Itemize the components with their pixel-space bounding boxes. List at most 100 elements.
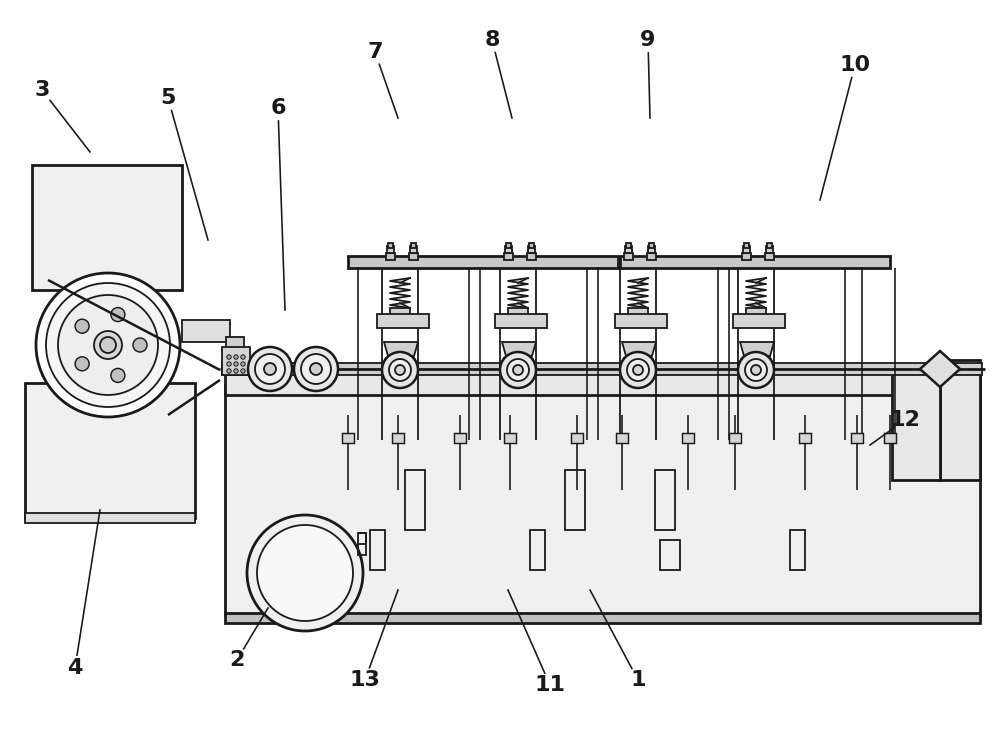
Bar: [388, 243, 393, 248]
Circle shape: [751, 365, 761, 375]
Bar: [377, 314, 429, 328]
Bar: [765, 253, 774, 260]
Circle shape: [513, 365, 523, 375]
Bar: [733, 314, 785, 328]
Bar: [506, 243, 511, 248]
Bar: [649, 243, 654, 248]
Bar: [495, 314, 547, 328]
Circle shape: [241, 362, 245, 366]
Circle shape: [227, 362, 231, 366]
Polygon shape: [920, 351, 960, 387]
Text: 13: 13: [350, 670, 380, 690]
Circle shape: [227, 355, 231, 359]
Ellipse shape: [383, 357, 393, 381]
Bar: [411, 243, 416, 248]
Bar: [628, 308, 648, 316]
Bar: [454, 433, 466, 443]
Circle shape: [234, 369, 238, 373]
Polygon shape: [502, 342, 536, 356]
Text: 4: 4: [67, 658, 83, 678]
Bar: [527, 253, 536, 260]
Ellipse shape: [407, 357, 417, 381]
Circle shape: [111, 308, 125, 321]
Bar: [225, 385, 980, 615]
Circle shape: [75, 319, 89, 333]
Circle shape: [257, 525, 353, 621]
Bar: [620, 256, 890, 268]
Circle shape: [264, 363, 276, 375]
Circle shape: [100, 337, 116, 353]
Bar: [225, 613, 980, 623]
Circle shape: [94, 331, 122, 359]
Circle shape: [36, 273, 180, 417]
Bar: [32, 165, 182, 290]
Bar: [226, 337, 244, 355]
Circle shape: [241, 369, 245, 373]
Bar: [505, 246, 512, 253]
Circle shape: [310, 363, 322, 375]
Ellipse shape: [645, 357, 655, 381]
Ellipse shape: [525, 357, 535, 381]
Bar: [799, 433, 811, 443]
Bar: [940, 360, 980, 480]
Circle shape: [395, 365, 405, 375]
Circle shape: [389, 359, 411, 381]
Circle shape: [294, 347, 338, 391]
Bar: [743, 246, 750, 253]
Circle shape: [247, 515, 363, 631]
Bar: [348, 256, 618, 268]
Bar: [746, 308, 766, 316]
Bar: [892, 365, 940, 480]
Polygon shape: [384, 342, 418, 356]
Text: 7: 7: [367, 42, 383, 62]
Circle shape: [627, 359, 649, 381]
Bar: [387, 246, 394, 253]
Bar: [744, 243, 749, 248]
Bar: [626, 243, 631, 248]
Ellipse shape: [500, 362, 536, 376]
Circle shape: [75, 356, 89, 371]
Text: 12: 12: [890, 410, 920, 430]
Ellipse shape: [620, 362, 656, 376]
Bar: [767, 243, 772, 248]
Bar: [504, 433, 516, 443]
Circle shape: [301, 354, 331, 384]
Ellipse shape: [763, 357, 773, 381]
Polygon shape: [740, 342, 774, 356]
Bar: [358, 533, 366, 555]
Ellipse shape: [738, 362, 774, 376]
Bar: [392, 433, 404, 443]
Circle shape: [133, 338, 147, 352]
Bar: [851, 433, 863, 443]
Circle shape: [111, 368, 125, 383]
Bar: [25, 513, 195, 523]
Ellipse shape: [382, 362, 418, 376]
Text: 8: 8: [484, 30, 500, 50]
Circle shape: [248, 347, 292, 391]
Text: 3: 3: [34, 80, 50, 100]
Bar: [647, 253, 656, 260]
Circle shape: [620, 352, 656, 388]
Bar: [884, 433, 896, 443]
Text: 2: 2: [229, 650, 245, 670]
Circle shape: [234, 362, 238, 366]
Bar: [504, 253, 513, 260]
Circle shape: [241, 355, 245, 359]
Bar: [648, 246, 655, 253]
Bar: [660, 540, 680, 570]
Bar: [222, 347, 250, 375]
Bar: [742, 253, 751, 260]
Circle shape: [507, 359, 529, 381]
Bar: [625, 246, 632, 253]
Circle shape: [58, 295, 158, 395]
Bar: [370, 530, 385, 570]
Bar: [222, 363, 982, 375]
Bar: [410, 246, 417, 253]
Bar: [528, 246, 535, 253]
Circle shape: [745, 359, 767, 381]
Bar: [25, 383, 195, 518]
Ellipse shape: [621, 357, 631, 381]
Bar: [616, 433, 628, 443]
Text: 9: 9: [640, 30, 656, 50]
Ellipse shape: [739, 357, 749, 381]
